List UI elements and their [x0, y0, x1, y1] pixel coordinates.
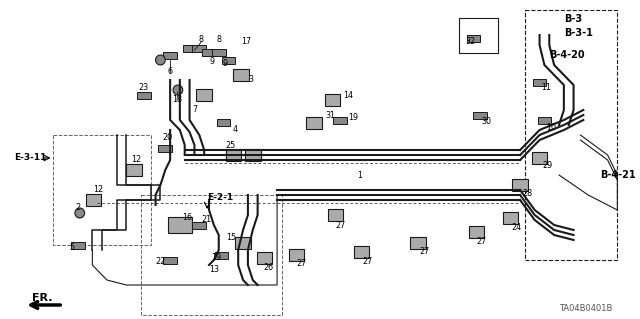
Bar [234, 70, 249, 81]
Text: 27: 27 [362, 256, 372, 265]
Bar [354, 246, 369, 258]
Bar [306, 117, 322, 129]
Bar [459, 18, 498, 53]
Text: 21: 21 [201, 216, 211, 225]
Bar [183, 44, 196, 51]
Bar [193, 221, 206, 228]
Text: B-3: B-3 [564, 14, 582, 24]
Text: 8: 8 [216, 35, 221, 44]
Bar [532, 78, 547, 85]
Bar [257, 252, 272, 263]
Text: B-4-21: B-4-21 [600, 170, 636, 180]
Bar [217, 118, 230, 125]
Text: 27: 27 [476, 238, 486, 247]
Text: 7: 7 [192, 106, 197, 115]
Text: 24: 24 [511, 224, 522, 233]
Text: 18: 18 [172, 95, 182, 105]
Text: 11: 11 [541, 84, 552, 93]
Bar [71, 241, 84, 249]
Bar [196, 89, 212, 100]
Bar [159, 145, 172, 152]
Bar [86, 194, 101, 206]
Text: 9: 9 [223, 60, 228, 69]
Bar [168, 217, 191, 234]
Bar [163, 256, 177, 263]
Bar [212, 48, 225, 56]
Text: 15: 15 [227, 234, 236, 242]
Text: 23: 23 [139, 83, 149, 92]
Bar [538, 116, 551, 123]
Bar [289, 249, 304, 261]
Text: 30: 30 [481, 117, 491, 127]
Text: 2: 2 [76, 203, 81, 211]
Text: E-2-1: E-2-1 [207, 192, 233, 202]
Circle shape [173, 85, 183, 95]
Bar [126, 164, 142, 175]
Text: 22: 22 [156, 257, 166, 266]
Text: 12: 12 [131, 155, 141, 165]
Bar [225, 149, 241, 160]
Text: 17: 17 [241, 38, 251, 47]
Bar [467, 34, 480, 41]
Bar [532, 152, 547, 164]
Bar [333, 116, 347, 123]
Text: 27: 27 [296, 259, 307, 269]
Text: 8: 8 [199, 35, 204, 44]
Text: 29: 29 [542, 161, 552, 170]
Text: FR.: FR. [32, 293, 52, 303]
Text: 12: 12 [93, 186, 103, 195]
Text: 27: 27 [335, 220, 346, 229]
Circle shape [156, 55, 165, 65]
Text: 1: 1 [357, 170, 362, 180]
Text: 6: 6 [168, 68, 173, 77]
Text: 5: 5 [69, 242, 74, 251]
Bar [163, 51, 177, 58]
Bar [202, 48, 216, 56]
Text: 19: 19 [211, 253, 221, 262]
Bar [141, 195, 282, 315]
Bar [193, 44, 206, 51]
Text: 10: 10 [546, 123, 556, 132]
Text: 32: 32 [465, 38, 476, 47]
Bar [525, 10, 618, 260]
Text: 9: 9 [209, 57, 214, 66]
Text: 16: 16 [182, 213, 191, 222]
Bar [324, 94, 340, 106]
Text: 14: 14 [343, 91, 353, 100]
Text: 26: 26 [263, 263, 273, 271]
Text: 13: 13 [209, 265, 219, 275]
Bar [502, 212, 518, 224]
Bar [474, 112, 487, 118]
Text: 25: 25 [225, 140, 236, 150]
Bar [54, 135, 150, 245]
Bar [221, 56, 236, 63]
Bar [245, 149, 260, 160]
Text: 3: 3 [248, 76, 253, 85]
Text: TA04B0401B: TA04B0401B [559, 304, 612, 313]
Bar [328, 209, 343, 221]
Bar [236, 237, 251, 249]
Bar [137, 92, 150, 99]
Text: 28: 28 [523, 189, 533, 198]
Text: 20: 20 [162, 133, 172, 143]
Bar [410, 237, 426, 249]
Text: 27: 27 [420, 248, 430, 256]
Bar [215, 251, 228, 258]
Bar [468, 226, 484, 238]
Text: B-4-20: B-4-20 [549, 50, 585, 60]
Text: B-3-1: B-3-1 [564, 28, 593, 38]
Text: 19: 19 [348, 114, 358, 122]
Text: E-3-11: E-3-11 [15, 153, 47, 162]
Bar [513, 179, 528, 190]
Text: 4: 4 [233, 125, 238, 135]
Circle shape [75, 208, 84, 218]
Text: 31: 31 [326, 110, 335, 120]
